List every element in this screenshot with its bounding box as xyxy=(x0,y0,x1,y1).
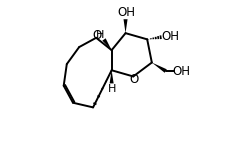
Polygon shape xyxy=(152,63,167,73)
Polygon shape xyxy=(124,19,127,33)
Text: OH: OH xyxy=(172,65,190,78)
Polygon shape xyxy=(110,70,114,83)
Text: H: H xyxy=(95,30,104,40)
Text: O: O xyxy=(129,73,139,86)
Text: H: H xyxy=(107,84,116,94)
Text: OH: OH xyxy=(161,30,179,43)
Polygon shape xyxy=(102,38,112,50)
Text: OH: OH xyxy=(117,6,135,19)
Text: O: O xyxy=(92,29,102,42)
